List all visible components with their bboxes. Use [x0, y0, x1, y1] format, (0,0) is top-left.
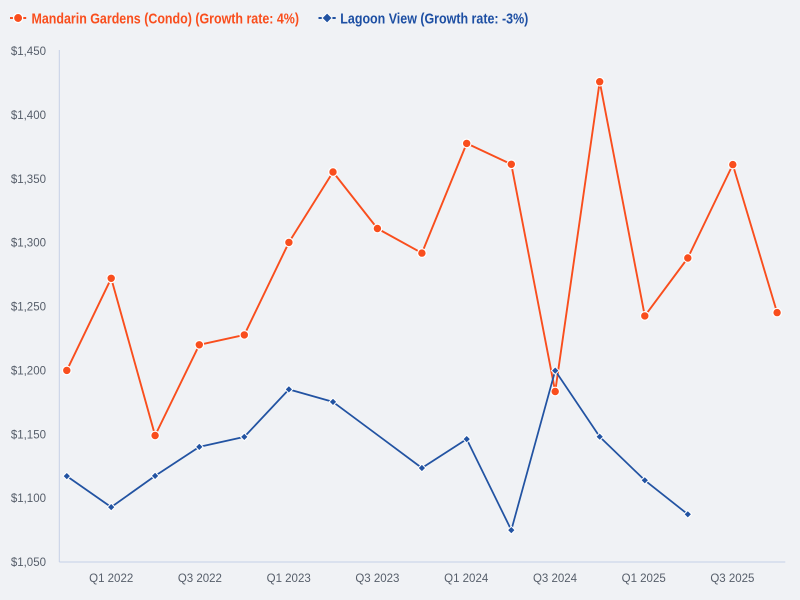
svg-text:$1,300: $1,300: [11, 238, 46, 250]
svg-text:$1,400: $1,400: [11, 110, 46, 122]
svg-text:Lagoon View (Growth rate: -3%): Lagoon View (Growth rate: -3%): [340, 10, 528, 27]
svg-text:Q1 2023: Q1 2023: [267, 573, 311, 585]
svg-text:Q3 2025: Q3 2025: [710, 573, 754, 585]
svg-text:Q3 2022: Q3 2022: [178, 573, 222, 585]
svg-text:Q1 2025: Q1 2025: [622, 573, 666, 585]
svg-text:$1,100: $1,100: [11, 493, 46, 505]
svg-text:$1,350: $1,350: [11, 174, 46, 186]
svg-text:$1,450: $1,450: [11, 46, 46, 58]
svg-text:Q3 2023: Q3 2023: [355, 573, 399, 585]
svg-text:Q1 2022: Q1 2022: [89, 573, 133, 585]
svg-text:$1,150: $1,150: [11, 429, 46, 441]
svg-text:Q1 2024: Q1 2024: [444, 573, 489, 585]
svg-text:$1,200: $1,200: [11, 365, 46, 377]
svg-text:Mandarin Gardens (Condo) (Grow: Mandarin Gardens (Condo) (Growth rate: 4…: [32, 10, 300, 27]
svg-text:$1,050: $1,050: [11, 557, 46, 569]
svg-text:$1,250: $1,250: [11, 302, 46, 314]
svg-text:Q3 2024: Q3 2024: [533, 573, 578, 585]
